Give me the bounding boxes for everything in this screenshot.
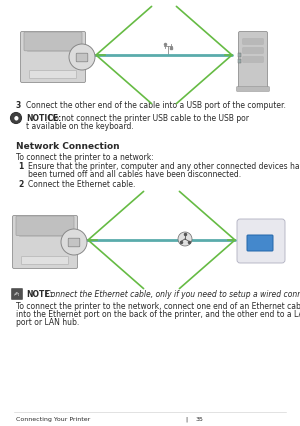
Text: Network Connection: Network Connection bbox=[16, 142, 120, 151]
FancyBboxPatch shape bbox=[238, 59, 241, 63]
Text: Connect the other end of the cable into a USB port of the computer.: Connect the other end of the cable into … bbox=[26, 101, 286, 110]
FancyBboxPatch shape bbox=[16, 216, 74, 236]
Text: Do not connect the printer USB cable to the USB por: Do not connect the printer USB cable to … bbox=[46, 114, 249, 123]
FancyBboxPatch shape bbox=[238, 53, 241, 57]
FancyBboxPatch shape bbox=[243, 48, 263, 53]
FancyBboxPatch shape bbox=[247, 235, 273, 251]
Circle shape bbox=[11, 112, 22, 124]
Circle shape bbox=[74, 55, 78, 59]
Text: into the Ethernet port on the back of the printer, and the other end to a LAN: into the Ethernet port on the back of th… bbox=[16, 310, 300, 319]
FancyBboxPatch shape bbox=[238, 32, 268, 89]
Text: 3: 3 bbox=[16, 101, 21, 110]
Text: been turned off and all cables have been disconnected.: been turned off and all cables have been… bbox=[28, 170, 241, 179]
Text: To connect the printer to the network, connect one end of an Ethernet cable: To connect the printer to the network, c… bbox=[16, 302, 300, 311]
FancyBboxPatch shape bbox=[68, 238, 80, 247]
FancyBboxPatch shape bbox=[243, 57, 263, 62]
Text: Connect the Ethernet cable, only if you need to setup a wired connection.: Connect the Ethernet cable, only if you … bbox=[43, 290, 300, 299]
Text: port or LAN hub.: port or LAN hub. bbox=[16, 318, 79, 327]
FancyBboxPatch shape bbox=[243, 39, 263, 44]
Text: NOTE:: NOTE: bbox=[26, 290, 53, 299]
Text: Ensure that the printer, computer and any other connected devices have: Ensure that the printer, computer and an… bbox=[28, 162, 300, 171]
FancyBboxPatch shape bbox=[237, 87, 269, 91]
FancyBboxPatch shape bbox=[237, 219, 285, 263]
Text: ●: ● bbox=[14, 115, 18, 121]
FancyBboxPatch shape bbox=[20, 32, 86, 83]
Text: Connect the Ethernet cable.: Connect the Ethernet cable. bbox=[28, 180, 135, 189]
Text: |: | bbox=[185, 417, 187, 423]
Text: To connect the printer to a network:: To connect the printer to a network: bbox=[16, 153, 154, 162]
Text: 35: 35 bbox=[196, 417, 204, 422]
FancyBboxPatch shape bbox=[29, 70, 76, 78]
FancyBboxPatch shape bbox=[11, 288, 22, 299]
Circle shape bbox=[178, 232, 192, 246]
Circle shape bbox=[69, 44, 95, 70]
FancyBboxPatch shape bbox=[13, 216, 77, 268]
FancyBboxPatch shape bbox=[76, 53, 88, 62]
FancyBboxPatch shape bbox=[22, 256, 68, 265]
Text: t available on the keyboard.: t available on the keyboard. bbox=[26, 122, 134, 131]
Text: 1: 1 bbox=[18, 162, 23, 171]
FancyBboxPatch shape bbox=[24, 32, 82, 51]
Text: 2: 2 bbox=[18, 180, 23, 189]
Text: NOTICE:: NOTICE: bbox=[26, 114, 61, 123]
Circle shape bbox=[66, 240, 70, 244]
Text: Connecting Your Printer: Connecting Your Printer bbox=[16, 417, 90, 422]
Circle shape bbox=[61, 229, 87, 255]
Text: ✍: ✍ bbox=[14, 291, 20, 296]
